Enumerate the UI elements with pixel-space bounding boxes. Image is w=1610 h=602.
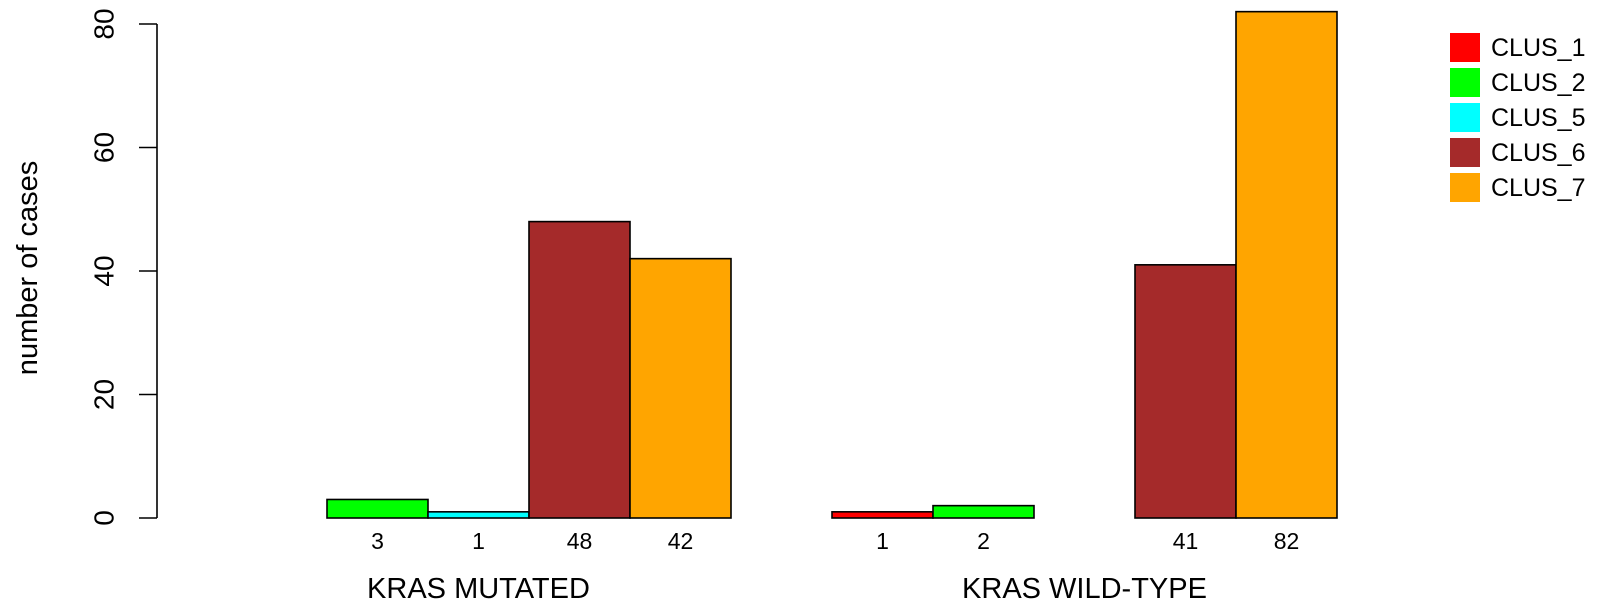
legend-label: CLUS_6 bbox=[1491, 139, 1586, 167]
y-tick-label: 40 bbox=[89, 255, 120, 286]
bar bbox=[932, 504, 1035, 519]
category-labels: KRAS MUTATED KRAS WILD-TYPE bbox=[367, 573, 1207, 602]
bar bbox=[831, 511, 934, 519]
bar-value-label: 82 bbox=[1274, 528, 1300, 554]
bar-value-label: 3 bbox=[371, 528, 384, 554]
bar-value-label: 1 bbox=[876, 528, 889, 554]
bar-value-label: 42 bbox=[668, 528, 694, 554]
y-axis: 0 20 40 60 80 bbox=[89, 8, 158, 526]
bar bbox=[629, 257, 732, 519]
legend-swatch bbox=[1450, 173, 1480, 202]
bar bbox=[1235, 10, 1338, 519]
bar bbox=[427, 511, 530, 519]
legend: CLUS_1 CLUS_2 CLUS_5 CLUS_6 CLUS_7 bbox=[1450, 33, 1586, 202]
legend-swatch bbox=[1450, 68, 1480, 97]
bar bbox=[1134, 264, 1237, 519]
bar bbox=[528, 220, 631, 519]
legend-label: CLUS_5 bbox=[1491, 104, 1586, 132]
category-label: KRAS WILD-TYPE bbox=[962, 573, 1207, 602]
y-tick-label: 0 bbox=[89, 510, 120, 526]
legend-swatch bbox=[1450, 138, 1480, 167]
category-label: KRAS MUTATED bbox=[367, 573, 590, 602]
bar-value-label: 41 bbox=[1173, 528, 1199, 554]
y-tick-label: 80 bbox=[89, 8, 120, 39]
y-axis-label: number of cases bbox=[12, 161, 44, 375]
bar-value-label: 1 bbox=[472, 528, 485, 554]
legend-swatch bbox=[1450, 103, 1480, 132]
bar-value-labels: 3 1 48 42 1 2 41 82 bbox=[371, 528, 1299, 554]
legend-label: CLUS_2 bbox=[1491, 69, 1586, 97]
y-tick-label: 20 bbox=[89, 379, 120, 410]
bar-value-label: 48 bbox=[567, 528, 593, 554]
legend-label: CLUS_1 bbox=[1491, 34, 1586, 62]
legend-label: CLUS_7 bbox=[1491, 174, 1586, 202]
legend-swatch bbox=[1450, 33, 1480, 62]
y-tick-label: 60 bbox=[89, 132, 120, 163]
bar bbox=[326, 498, 429, 519]
bar-groups bbox=[326, 10, 1338, 519]
bar-value-label: 2 bbox=[977, 528, 990, 554]
